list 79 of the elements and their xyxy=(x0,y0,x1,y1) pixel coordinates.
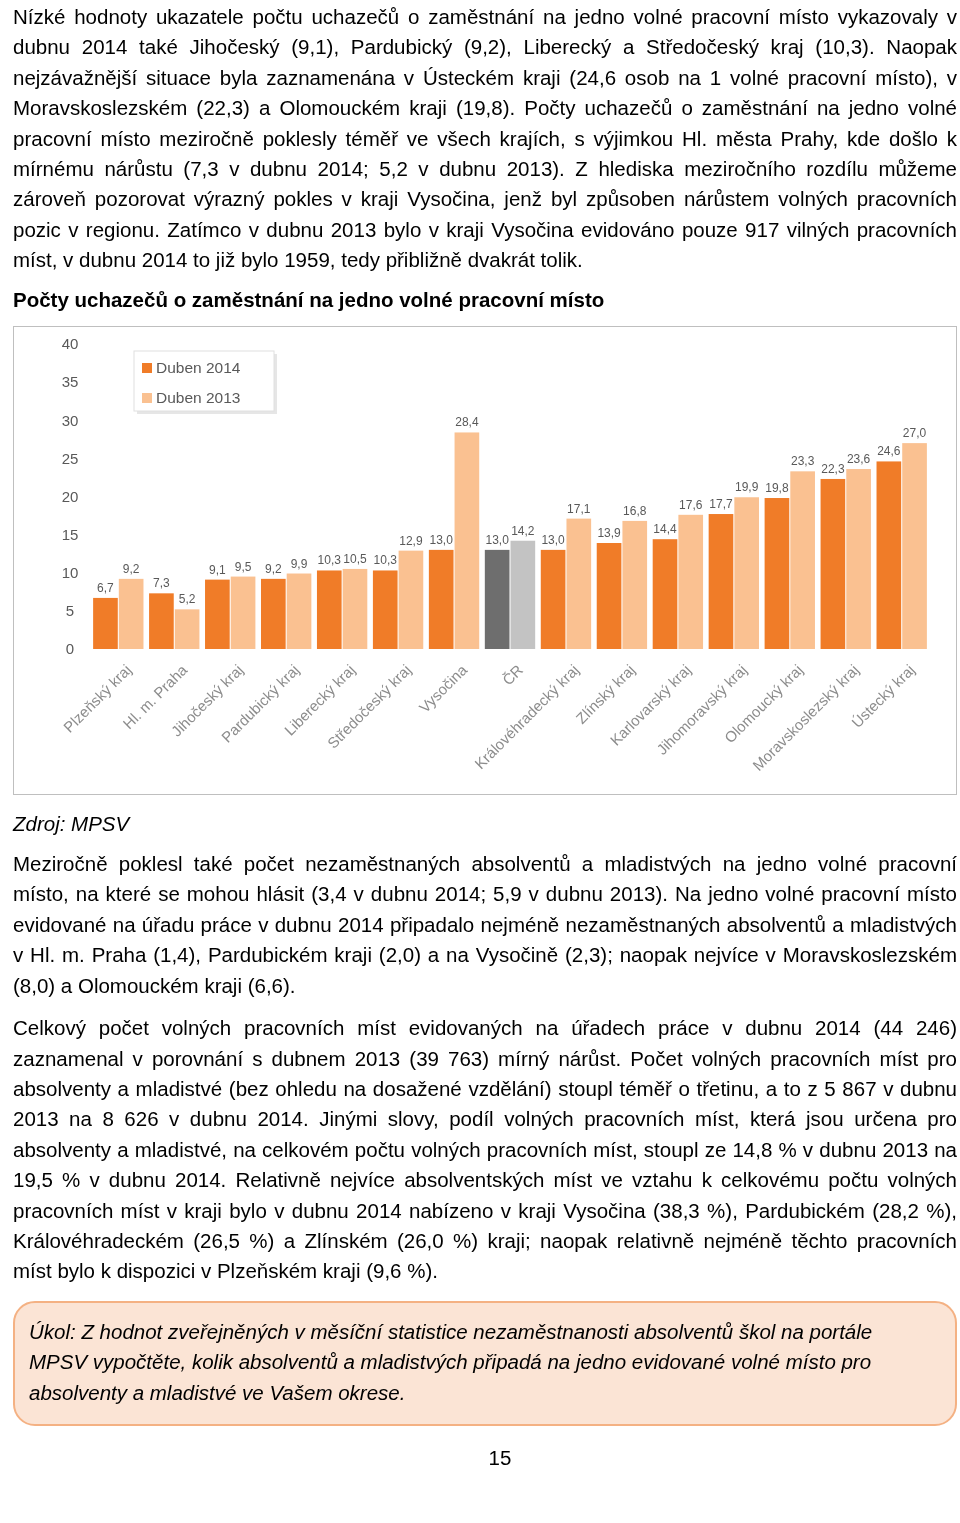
data-label: 9,5 xyxy=(234,559,252,574)
data-label: 14,2 xyxy=(511,523,535,538)
bar xyxy=(708,513,734,649)
legend-label: Duben 2014 xyxy=(156,359,241,377)
data-label: 27,0 xyxy=(902,425,927,440)
bar xyxy=(540,549,566,649)
data-label: 19,8 xyxy=(765,480,789,495)
data-label: 23,3 xyxy=(790,453,815,468)
data-label: 13,0 xyxy=(485,532,510,547)
bar xyxy=(454,432,480,649)
data-label: 9,1 xyxy=(209,562,227,577)
bar xyxy=(398,550,424,649)
data-label: 13,9 xyxy=(597,525,622,540)
data-label: 22,3 xyxy=(821,461,845,476)
bar xyxy=(596,542,622,649)
data-label: 13,0 xyxy=(429,532,454,547)
data-label: 13,0 xyxy=(541,532,566,547)
y-tick-label: 0 xyxy=(65,639,75,657)
text: Celkový počet volných pracovních míst evidovaných na úřadech práce v dubnu 2014 (44 246) zaznamenal v porovnání s dubnem 2013 (39 763) mírný nárůst. Počet volných pracovních míst pro absolventy a mladistvé (bez ohledu na dosažené vzdělání) stoupl téměř o třetinu, a to z 5 867 v dubnu 2013 na 8 626 v dubnu 2014. Jinými slovy, podíl volných pracovních míst, která jsou určena pro absolventy a mladistvé, na celkovém počtu volných pracovních míst, stoupl ze 14,8 % v dubnu 2013 na 19,5 % v dubnu 2014. Relativně nejvíce absolventských míst ve vztahu k celkovému počtu volných pracovních míst v kraji bylo v dubnu 2014 nabízeno v kraji Vysočina (38,3 %), Pardubickém (28,2 %), Královéhradeckém (26,5 %) a Zlínském (26,0 %) kraji; naopak relativně nejméně těchto pracovních míst bylo k dispozici v Plzeňském kraji (9,6 %). xyxy=(13,1016,957,1283)
text: Úkol: Z hodnot zveřejněných v měsíční statistice nezaměstnanosti absolventů škol na portále MPSV vypočtěte, kolik absolventů a mladistvých připadá na jedno evidované volné místo pro absolventy a mladistvé ve Vašem okrese. xyxy=(13,1300,957,1426)
bar xyxy=(205,579,230,649)
data-label: 17,7 xyxy=(709,496,733,511)
bar xyxy=(764,497,790,649)
bar xyxy=(428,549,454,649)
y-tick-label: 40 xyxy=(61,334,79,352)
bar xyxy=(846,468,871,649)
data-label: 6,7 xyxy=(97,580,115,595)
chart-title: Počty uchazečů o zaměstnání na jedno volné pracovní místo xyxy=(13,287,606,312)
x-tick-label: ČR xyxy=(498,660,527,689)
text: Meziročně poklesl také počet nezaměstnaných absolventů a mladistvých na jedno volné pracovní místo, na které se mohou hlásit (3,4 v dubnu 2014; 5,9 v dubnu 2013). Na jedno volné pracovní místo evidované na úřadu práce v dubnu 2014 připadalo nejméně nezaměstnaných absolventů a mladistvých v Hl. m. Praha (1,4), Pardubickém kraji (2,0) a na Vysočině (2,3); naopak nejvíce v Moravskoslezském (8,0) a Olomouckém kraji (6,6). xyxy=(13,851,957,999)
data-label: 9,9 xyxy=(290,556,308,571)
bar xyxy=(510,540,536,649)
y-tick-label: 15 xyxy=(61,525,79,543)
bar xyxy=(260,578,286,649)
data-label: 17,6 xyxy=(679,497,703,512)
bar xyxy=(652,538,678,649)
bar xyxy=(286,573,312,649)
y-tick-label: 25 xyxy=(61,449,79,467)
y-tick-label: 10 xyxy=(61,563,79,581)
y-tick-label: 35 xyxy=(61,373,79,391)
bar xyxy=(820,478,846,649)
bar xyxy=(342,568,368,649)
bar xyxy=(174,609,200,649)
bar xyxy=(230,576,256,649)
data-label: 12,9 xyxy=(399,533,423,548)
bar xyxy=(734,496,760,649)
bar xyxy=(566,518,592,649)
y-tick-label: 20 xyxy=(61,487,79,505)
data-label: 10,3 xyxy=(317,553,342,568)
text: 15 xyxy=(487,1445,513,1470)
text: Nízké hodnoty ukazatele počtu uchazečů o zaměstnání na jedno volné pracovní místo vykazovaly v dubnu 2014 také Jihočeský (9,1), Pardubický (9,2), Liberecký a Středočeský kraj (10,3). Naopak nejzávažnější situace byla zaznamenána v Ústeckém kraji (24,6 osob na 1 volné pracovní místo), v Moravskoslezském (22,3) a Olomouckém kraji (19,8). Počty uchazečů o zaměstnání na jedno volné pracovní místo meziročně poklesly téměř ve všech krajích, s výjimkou Hl. města Prahy, kde došlo k mírnému nárůstu (7,3 v dubnu 2014; 5,2 v dubnu 2013). Z hlediska meziročního rozdílu můžeme zároveň pozorovat výrazný pokles v kraji Vysočina, jenž byl způsoben nárůstem volných pracovních pozic v regionu. Zatímco v dubnu 2013 bylo v kraji Vysočina evidováno pouze 917 vilných pracovních míst, v dubnu 2014 to již bylo 1959, tedy přibližně dvakrát tolik. xyxy=(13,5,957,272)
bar xyxy=(622,520,648,649)
data-label: 9,2 xyxy=(264,561,282,576)
bar xyxy=(93,597,118,649)
data-label: 10,3 xyxy=(373,553,398,568)
y-tick-label: 30 xyxy=(61,411,79,429)
data-label: 23,6 xyxy=(846,451,871,466)
text: Zdroj: MPSV xyxy=(13,810,132,837)
data-label: 5,2 xyxy=(178,592,196,607)
data-label: 28,4 xyxy=(455,415,479,430)
bar xyxy=(902,442,927,649)
bar xyxy=(372,570,398,649)
bar xyxy=(118,578,144,649)
bar xyxy=(316,570,342,649)
bar xyxy=(876,461,902,649)
legend-label: Duben 2013 xyxy=(156,389,241,407)
bar xyxy=(484,549,510,649)
data-label: 9,2 xyxy=(122,561,140,576)
data-label: 17,1 xyxy=(567,501,591,516)
bar xyxy=(149,592,174,649)
data-label: 16,8 xyxy=(623,503,647,518)
data-label: 7,3 xyxy=(153,575,171,590)
y-tick-label: 5 xyxy=(65,601,75,619)
bar xyxy=(678,514,704,649)
data-label: 24,6 xyxy=(877,444,901,459)
data-label: 14,4 xyxy=(653,521,678,536)
data-label: 10,5 xyxy=(343,551,367,566)
bar xyxy=(790,470,815,649)
data-label: 19,9 xyxy=(735,479,759,494)
